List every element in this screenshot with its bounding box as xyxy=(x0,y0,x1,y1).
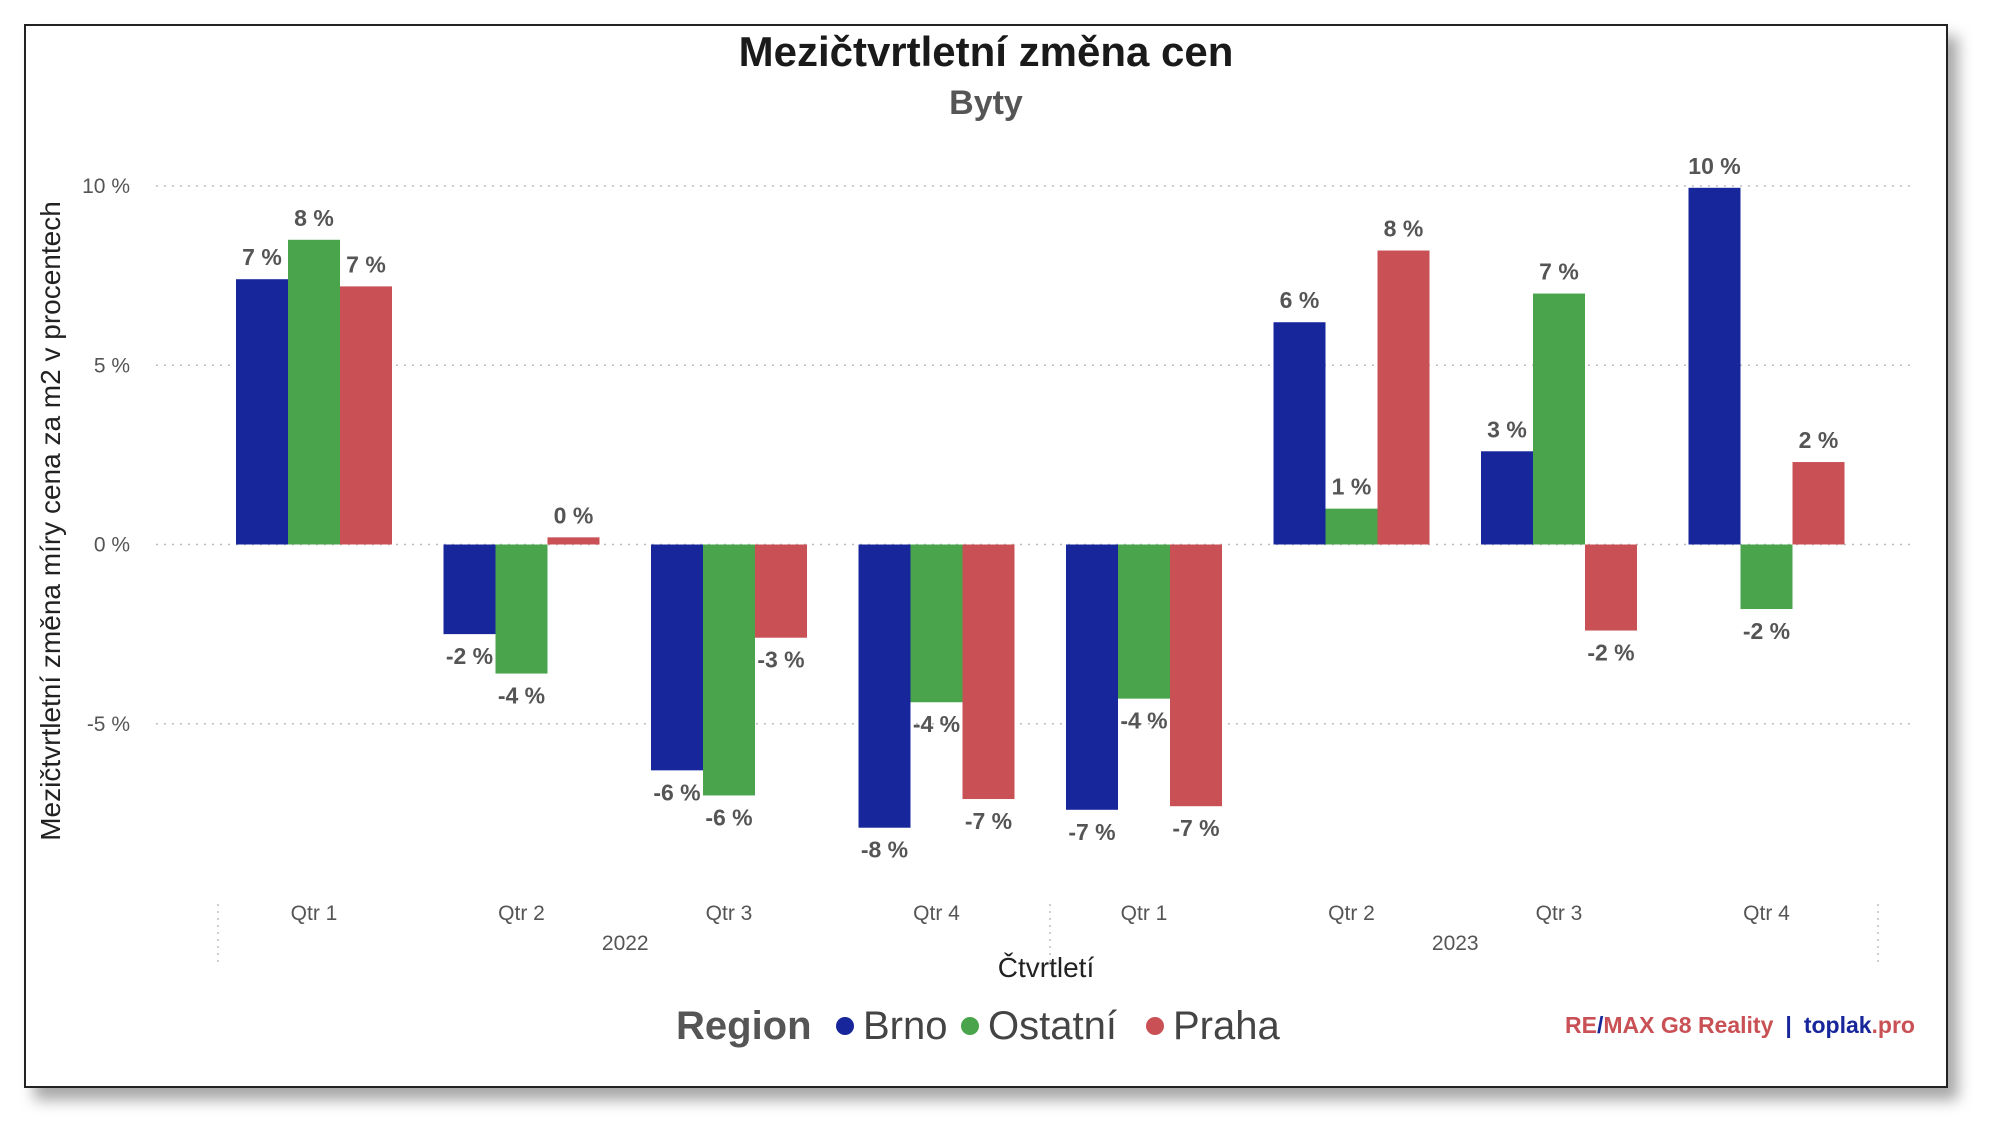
data-label: 0 % xyxy=(554,502,594,528)
chart-title: Mezičtvrtletní změna cen xyxy=(739,28,1234,75)
bar-praha xyxy=(1377,250,1430,545)
bar-brno xyxy=(1066,544,1118,810)
data-label: -6 % xyxy=(653,779,700,805)
bar-chart: Mezičtvrtletní změna cen Byty 10 % 5 % 0 %… xyxy=(35,28,1916,1048)
bar-ostatní xyxy=(288,239,340,545)
legend-item-brno: Brno xyxy=(863,1004,948,1048)
data-label: 8 % xyxy=(1384,216,1424,242)
data-label: -6 % xyxy=(705,804,752,830)
data-label: 7 % xyxy=(346,251,386,277)
x-tick-label: Qtr 2 xyxy=(1328,902,1375,925)
year-label: 2023 xyxy=(1432,932,1479,955)
bar-brno xyxy=(1273,322,1326,545)
data-label: -3 % xyxy=(757,647,804,673)
bar-praha xyxy=(755,544,807,638)
credit-slash: / xyxy=(1597,1012,1604,1038)
chart-frame: Mezičtvrtletní změna cen Byty 10 % 5 % 0 %… xyxy=(24,24,1948,1088)
x-tick-label: Qtr 4 xyxy=(1743,902,1790,925)
data-label: -7 % xyxy=(1172,815,1219,841)
x-tick-label: Qtr 1 xyxy=(1121,902,1168,925)
bar-praha xyxy=(1792,462,1845,545)
bar-praha xyxy=(340,286,392,545)
y-axis-ticks: 10 % 5 % 0 % -5 % xyxy=(82,175,130,736)
bar-praha xyxy=(962,544,1015,800)
data-label: -7 % xyxy=(1068,819,1115,845)
bar-brno xyxy=(443,544,496,635)
credit-toplak: toplak xyxy=(1804,1012,1872,1038)
legend-title: Region xyxy=(676,1004,812,1048)
data-label: -8 % xyxy=(861,837,908,863)
data-label: 6 % xyxy=(1280,287,1320,313)
data-label: 8 % xyxy=(294,205,334,231)
data-label: 2 % xyxy=(1799,427,1839,453)
bar-brno xyxy=(1481,451,1533,545)
bar-ostatní xyxy=(1740,544,1793,610)
y-tick-label: 10 % xyxy=(82,175,130,198)
legend: Region Brno Ostatní Praha xyxy=(676,1004,1280,1048)
bar-ostatní xyxy=(1325,508,1378,545)
x-tick-label: Qtr 4 xyxy=(913,902,960,925)
bar-praha xyxy=(547,537,600,545)
legend-marker-praha xyxy=(1146,1017,1164,1035)
y-tick-label: 5 % xyxy=(94,354,130,377)
credit-separator: | xyxy=(1785,1012,1791,1038)
gridlines xyxy=(156,185,1916,725)
data-label: 3 % xyxy=(1487,416,1527,442)
credit-max: MAX G8 Reality xyxy=(1603,1012,1773,1038)
bar-brno xyxy=(858,544,911,828)
data-label: 1 % xyxy=(1332,474,1372,500)
x-tick-label: Qtr 3 xyxy=(1536,902,1583,925)
bar-brno xyxy=(1688,187,1741,545)
bar-ostatní xyxy=(1118,544,1170,699)
y-tick-label: -5 % xyxy=(87,713,130,736)
data-label: 10 % xyxy=(1688,153,1740,179)
legend-marker-brno xyxy=(836,1017,854,1035)
data-label: -4 % xyxy=(913,711,960,737)
data-label: 7 % xyxy=(242,244,282,270)
data-label: -7 % xyxy=(965,808,1012,834)
bar-ostatní xyxy=(495,544,548,674)
data-label: 7 % xyxy=(1539,259,1579,285)
legend-item-ostatní: Ostatní xyxy=(988,1004,1117,1048)
bar-ostatní xyxy=(703,544,755,796)
credit-re: RE xyxy=(1565,1012,1597,1038)
bar-brno xyxy=(651,544,703,771)
data-label: -2 % xyxy=(1743,618,1790,644)
legend-item-praha: Praha xyxy=(1173,1004,1280,1048)
x-tick-label: Qtr 1 xyxy=(291,902,338,925)
x-axis-label: Čtvrtletí xyxy=(998,952,1095,983)
bar-ostatní xyxy=(910,544,963,703)
data-labels: 7 % -2 % -6 % -8 % -7 % 6 % 3 % 10 % 8 % -4 % -6 %… xyxy=(242,153,1838,863)
data-label: -2 % xyxy=(446,643,493,669)
legend-marker-ostatní xyxy=(961,1017,979,1035)
y-tick-label: 0 % xyxy=(94,534,130,557)
bar-praha xyxy=(1585,544,1637,631)
data-label: -2 % xyxy=(1587,640,1634,666)
bar-ostatní xyxy=(1533,293,1585,545)
chart-subtitle: Byty xyxy=(949,84,1023,122)
x-axis-ticks: Qtr 1 Qtr 2 Qtr 3 Qtr 4 Qtr 1 Qtr 2 Qtr 3 Qtr 4… xyxy=(217,902,1879,964)
year-label: 2022 xyxy=(602,932,649,955)
y-axis-label: Mezičtvrtletní změna míry cena za m2 v p… xyxy=(35,201,66,841)
bar-brno xyxy=(236,279,288,545)
bars xyxy=(236,187,1845,828)
credit-pro: .pro xyxy=(1872,1012,1915,1038)
data-label: -4 % xyxy=(1120,708,1167,734)
x-tick-label: Qtr 3 xyxy=(706,902,753,925)
x-tick-label: Qtr 2 xyxy=(498,902,545,925)
bar-praha xyxy=(1170,544,1222,807)
credit-text: RE/MAX G8 Reality | toplak.pro xyxy=(1565,1012,1915,1038)
data-label: -4 % xyxy=(498,683,545,709)
